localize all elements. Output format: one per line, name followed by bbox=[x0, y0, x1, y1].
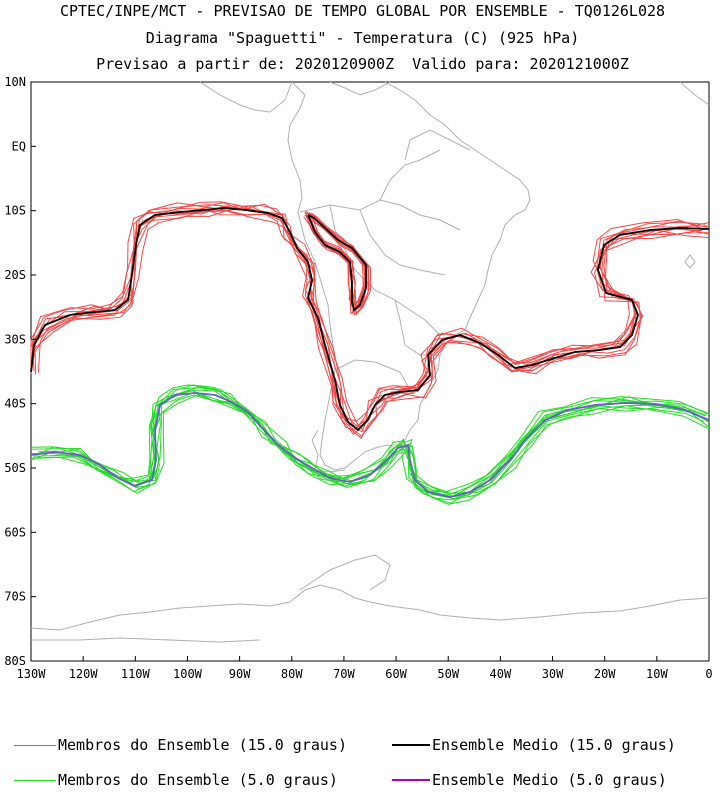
map-title-line-3: Previsao a partir de: 2020120900Z Valido… bbox=[96, 55, 629, 73]
map-title-line-2: Diagrama "Spaguetti" - Temperatura (C) (… bbox=[145, 29, 580, 47]
member-contour-15 bbox=[309, 217, 369, 316]
lon-tick-label: 0 bbox=[705, 667, 712, 681]
legend-line-members-5 bbox=[14, 779, 56, 781]
member-contour-5 bbox=[36, 394, 710, 501]
legend-item-members-5: Membros do Ensemble (5.0 graus) bbox=[14, 771, 338, 789]
member-contour-5 bbox=[38, 389, 710, 495]
lon-tick-label: 120W bbox=[69, 667, 99, 681]
mean-contour-5 bbox=[30, 392, 710, 498]
lon-tick-label: 80W bbox=[281, 667, 303, 681]
legend-label-mean-15: Ensemble Medio (15.0 graus) bbox=[432, 736, 676, 754]
member-contour-5 bbox=[30, 384, 706, 493]
lat-tick-label: 70S bbox=[4, 590, 26, 604]
mean-contour-15 bbox=[307, 214, 367, 312]
longitude-axis: 130W 120W 110W 100W 90W 80W 70W 60W 50W 40W 30W 20W… bbox=[17, 656, 713, 681]
coastlines bbox=[30, 81, 710, 643]
lat-tick-label: 30S bbox=[4, 332, 26, 346]
member-contour-15 bbox=[34, 209, 710, 438]
lat-tick-label: 10N bbox=[4, 75, 26, 89]
lat-tick-label: EQ bbox=[12, 139, 26, 153]
map-frame bbox=[30, 81, 710, 662]
lat-tick-label: 50S bbox=[4, 461, 26, 475]
map-title-line-1: CPTEC/INPE/MCT - PREVISAO DE TEMPO GLOBA… bbox=[59, 2, 666, 20]
ensemble-mean-5 bbox=[30, 392, 710, 498]
legend-item-members-15: Membros do Ensemble (15.0 graus) bbox=[14, 736, 347, 754]
lon-tick-label: 130W bbox=[17, 667, 47, 681]
legend-item-mean-5: Ensemble Medio (5.0 graus) bbox=[392, 771, 667, 789]
member-contour-15 bbox=[30, 204, 710, 427]
lat-tick-label: 10S bbox=[4, 204, 26, 218]
lon-tick-label: 70W bbox=[333, 667, 355, 681]
legend-line-mean-5 bbox=[392, 779, 430, 781]
lon-tick-label: 10W bbox=[646, 667, 668, 681]
member-contour-5 bbox=[33, 394, 710, 505]
member-contour-15 bbox=[30, 210, 710, 440]
lon-tick-label: 50W bbox=[437, 667, 459, 681]
lon-tick-label: 30W bbox=[542, 667, 564, 681]
ensemble-mean-15 bbox=[30, 207, 710, 432]
member-contour-15 bbox=[30, 208, 702, 436]
legend-label-members-5: Membros do Ensemble (5.0 graus) bbox=[58, 771, 338, 789]
legend-line-mean-15 bbox=[392, 744, 430, 746]
legend-item-mean-15: Ensemble Medio (15.0 graus) bbox=[392, 736, 676, 754]
member-contour-5 bbox=[30, 384, 710, 496]
lon-tick-label: 100W bbox=[173, 667, 203, 681]
lat-tick-label: 20S bbox=[4, 268, 26, 282]
lon-tick-label: 40W bbox=[490, 667, 512, 681]
latitude-axis: 10N EQ 10S 20S 30S 40S 50S 60S 70S 80S bbox=[4, 75, 36, 668]
lat-tick-label: 40S bbox=[4, 397, 26, 411]
lon-tick-label: 110W bbox=[121, 667, 151, 681]
lon-tick-label: 60W bbox=[385, 667, 407, 681]
lon-tick-label: 20W bbox=[594, 667, 616, 681]
member-contour-5 bbox=[30, 391, 709, 500]
member-contour-5 bbox=[30, 389, 708, 499]
lon-tick-label: 90W bbox=[229, 667, 251, 681]
mean-contour-15 bbox=[30, 207, 710, 432]
legend-line-members-15 bbox=[14, 744, 56, 746]
lat-tick-label: 60S bbox=[4, 525, 26, 539]
spaghetti-map: 10N EQ 10S 20S 30S 40S 50S 60S 70S 80S 130W 120W 11… bbox=[4, 75, 713, 681]
lat-tick-label: 80S bbox=[4, 654, 26, 668]
member-contour-5 bbox=[30, 391, 705, 504]
legend-label-members-15: Membros do Ensemble (15.0 graus) bbox=[58, 736, 347, 754]
ensemble-members-5 bbox=[30, 384, 710, 505]
legend-label-mean-5: Ensemble Medio (5.0 graus) bbox=[432, 771, 667, 789]
